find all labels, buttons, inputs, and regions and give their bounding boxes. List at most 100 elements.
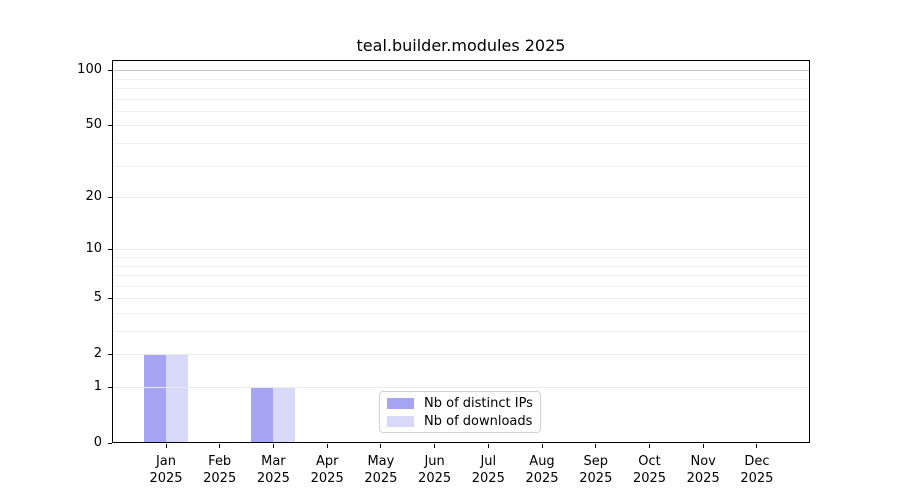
x-tick: [219, 444, 221, 448]
y-tick: [108, 124, 112, 126]
x-tick-month: Apr: [315, 454, 339, 469]
y-tick: [108, 442, 112, 444]
y-tick-label: 1: [93, 379, 102, 394]
x-tick-label-may: May 2025: [351, 453, 411, 487]
x-tick-label-jan: Jan 2025: [136, 453, 196, 487]
x-tick: [541, 444, 543, 448]
y-tick-label: 10: [85, 241, 102, 257]
y-tick-label: 0: [93, 435, 102, 450]
x-tick-month: Jan: [155, 454, 177, 469]
plot-area: [112, 60, 810, 443]
x-tick-label-feb: Feb 2025: [190, 453, 250, 487]
y-tick-label: 2: [93, 346, 102, 362]
legend-item-distinct-ips: Nb of distinct IPs: [387, 395, 533, 411]
x-tick: [165, 444, 167, 448]
x-tick: [326, 444, 328, 448]
x-tick-year: 2025: [632, 471, 667, 486]
gridline-minor: [112, 110, 810, 112]
x-tick-label-nov: Nov 2025: [673, 453, 733, 487]
y-tick: [108, 386, 112, 388]
gridline-minor: [112, 143, 810, 144]
x-tick: [380, 444, 382, 448]
x-tick-year: 2025: [149, 471, 183, 486]
x-tick-year: 2025: [418, 471, 452, 486]
x-tick-month: Jul: [480, 454, 497, 469]
legend-label-distinct-ips: Nb of distinct IPs: [424, 395, 533, 411]
y-tick: [108, 297, 112, 299]
x-tick-label-mar: Mar 2025: [243, 453, 303, 487]
gridline-minor: [112, 257, 810, 258]
x-tick: [649, 444, 650, 448]
gridline-major: [112, 249, 810, 251]
x-tick-month: Jun: [424, 454, 445, 469]
legend: Nb of distinct IPs Nb of downloads: [379, 391, 541, 433]
gridline-major: [112, 354, 810, 356]
gridline-major: [112, 298, 810, 300]
legend-label-downloads: Nb of downloads: [424, 413, 533, 429]
x-tick: [487, 444, 489, 448]
bar-distinct-ips-mar: [251, 387, 274, 443]
gridline-minor: [112, 285, 810, 287]
y-tick: [108, 196, 112, 198]
x-tick-month: Oct: [638, 454, 661, 469]
legend-swatch-distinct-ips: [387, 397, 414, 409]
y-tick: [108, 248, 112, 250]
legend-item-downloads: Nb of downloads: [387, 413, 533, 429]
y-tick: [108, 69, 112, 71]
x-tick-month: Nov: [690, 454, 716, 469]
x-tick-month: Sep: [583, 454, 609, 469]
x-tick: [272, 444, 274, 448]
x-tick-year: 2025: [525, 471, 559, 486]
x-tick-month: Mar: [261, 454, 286, 469]
x-tick-month: May: [367, 454, 395, 469]
x-tick-label-apr: Apr 2025: [297, 453, 357, 487]
x-tick-year: 2025: [471, 471, 505, 486]
x-tick: [434, 444, 436, 448]
y-tick-label: 50: [85, 117, 102, 133]
x-tick: [595, 444, 597, 448]
x-tick-year: 2025: [364, 471, 398, 486]
gridline-minor: [112, 265, 810, 267]
bar-downloads-jan: [166, 354, 188, 443]
x-tick-month: Aug: [529, 454, 555, 469]
x-tick-year: 2025: [256, 471, 290, 486]
gridline-minor: [112, 331, 810, 332]
gridline-major: [112, 70, 810, 72]
x-tick-label-oct: Oct 2025: [620, 453, 680, 487]
x-tick-label-aug: Aug 2025: [512, 453, 572, 487]
y-tick: [108, 353, 112, 355]
gridline-minor: [112, 88, 810, 89]
gridline-minor: [112, 98, 810, 100]
x-tick-year: 2025: [310, 471, 344, 486]
gridline-major: [112, 387, 810, 388]
x-tick-month: Feb: [208, 454, 232, 469]
x-tick-year: 2025: [740, 471, 774, 486]
x-tick-year: 2025: [686, 471, 720, 486]
y-tick-label: 5: [93, 290, 102, 306]
x-tick-label-dec: Dec 2025: [727, 453, 787, 487]
gridline-minor: [112, 78, 810, 80]
x-tick: [702, 444, 704, 448]
y-tick-label: 100: [77, 62, 102, 78]
x-tick-month: Dec: [744, 454, 770, 469]
gridline-major: [112, 125, 810, 127]
gridline-minor: [112, 275, 810, 276]
legend-swatch-downloads: [387, 415, 414, 427]
gridline-major: [112, 197, 810, 199]
x-tick: [756, 444, 758, 448]
gridline-minor: [112, 313, 810, 314]
x-tick-label-jul: Jul 2025: [458, 453, 518, 487]
y-tick-label: 20: [85, 189, 102, 205]
x-tick-year: 2025: [203, 471, 237, 486]
x-tick-label-jun: Jun 2025: [405, 453, 465, 487]
bar-distinct-ips-jan: [144, 354, 166, 443]
gridline-minor: [112, 165, 810, 167]
bar-downloads-mar: [273, 387, 296, 443]
chart-title: teal.builder.modules 2025: [356, 36, 566, 55]
x-tick-label-sep: Sep 2025: [566, 453, 626, 487]
x-tick-year: 2025: [579, 471, 613, 486]
